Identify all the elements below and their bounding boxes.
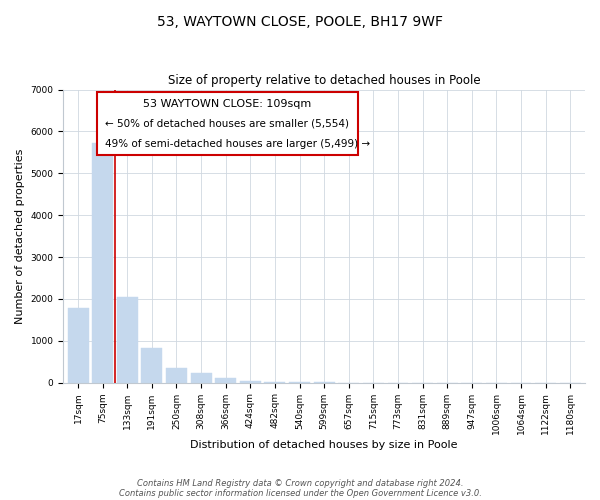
Bar bbox=[240, 380, 261, 382]
Text: Contains HM Land Registry data © Crown copyright and database right 2024.
Contai: Contains HM Land Registry data © Crown c… bbox=[119, 479, 481, 498]
Text: 53, WAYTOWN CLOSE, POOLE, BH17 9WF: 53, WAYTOWN CLOSE, POOLE, BH17 9WF bbox=[157, 15, 443, 29]
Text: 53 WAYTOWN CLOSE: 109sqm: 53 WAYTOWN CLOSE: 109sqm bbox=[143, 99, 312, 109]
Text: 49% of semi-detached houses are larger (5,499) →: 49% of semi-detached houses are larger (… bbox=[105, 139, 370, 149]
Text: ← 50% of detached houses are smaller (5,554): ← 50% of detached houses are smaller (5,… bbox=[105, 119, 349, 129]
Y-axis label: Number of detached properties: Number of detached properties bbox=[15, 148, 25, 324]
Bar bbox=[215, 378, 236, 382]
Bar bbox=[92, 142, 113, 382]
Bar bbox=[142, 348, 163, 382]
Bar bbox=[191, 374, 212, 382]
FancyBboxPatch shape bbox=[97, 92, 358, 156]
Bar bbox=[68, 308, 89, 382]
Bar bbox=[166, 368, 187, 382]
Bar bbox=[117, 297, 138, 382]
Title: Size of property relative to detached houses in Poole: Size of property relative to detached ho… bbox=[168, 74, 481, 87]
X-axis label: Distribution of detached houses by size in Poole: Distribution of detached houses by size … bbox=[190, 440, 458, 450]
